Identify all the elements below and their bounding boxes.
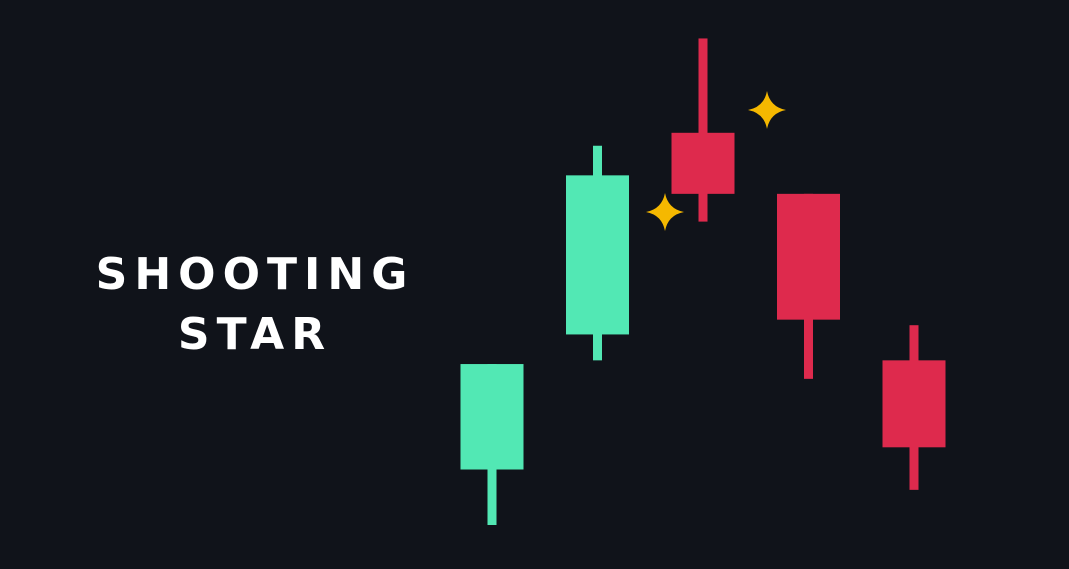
- candle-5: [882, 325, 946, 490]
- candle-1: [460, 364, 524, 525]
- title-line-1: SHOOTING: [95, 249, 415, 300]
- candle-4: [777, 193, 840, 379]
- sparkle-icon: [646, 193, 684, 231]
- candle-3-body: [671, 132, 735, 194]
- candle-1-body: [460, 364, 524, 470]
- candle-4-body: [777, 193, 840, 320]
- title-line-2: STAR: [177, 309, 333, 360]
- candle-2-body: [566, 175, 629, 335]
- candle-5-body: [882, 360, 946, 448]
- diagram-title: SHOOTING STAR: [60, 245, 450, 365]
- sparkle-icon: [748, 91, 786, 129]
- candle-2: [566, 145, 629, 361]
- candle-3-wick: [698, 38, 708, 222]
- candle-3: [671, 38, 735, 222]
